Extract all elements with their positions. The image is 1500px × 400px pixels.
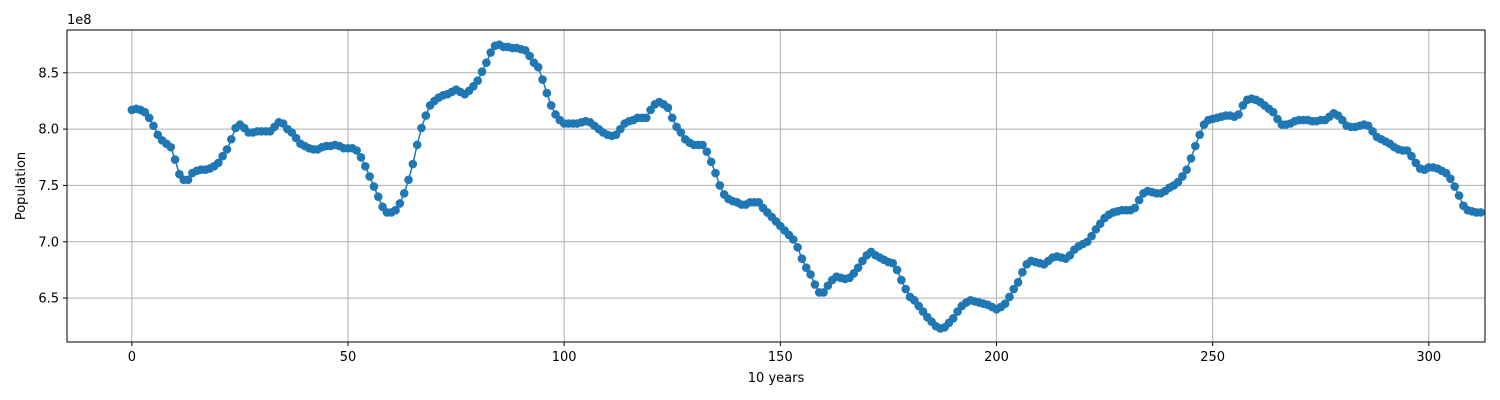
data-point xyxy=(1186,154,1196,163)
x-tick-label: 300 xyxy=(1416,350,1441,365)
x-tick-label: 250 xyxy=(1200,350,1225,365)
data-point xyxy=(801,263,811,272)
data-point xyxy=(395,199,405,208)
data-point xyxy=(702,147,712,156)
data-point xyxy=(711,168,720,178)
data-point xyxy=(892,265,902,275)
x-tick-label: 200 xyxy=(984,350,1009,365)
data-point xyxy=(706,157,716,167)
data-point xyxy=(373,192,383,201)
data-point xyxy=(1178,172,1187,181)
data-line-layer xyxy=(131,43,1481,330)
data-point xyxy=(1446,174,1455,183)
data-point xyxy=(642,113,651,123)
data-point xyxy=(1087,231,1096,241)
data-point xyxy=(421,111,431,120)
data-point xyxy=(667,113,677,123)
data-point xyxy=(1000,299,1010,309)
data-point xyxy=(365,172,374,181)
data-markers xyxy=(127,40,1485,333)
y-tick-label: 6.5 xyxy=(38,292,59,307)
y-tick-labels: 6.5 7.0 7.5 8.0 8.5 xyxy=(38,66,59,306)
data-point xyxy=(901,284,910,294)
data-point xyxy=(1407,151,1416,161)
data-point xyxy=(391,205,400,215)
data-point xyxy=(226,134,236,144)
data-point xyxy=(538,75,547,84)
x-tick-label: 0 xyxy=(128,350,136,365)
data-point xyxy=(715,181,725,190)
data-point xyxy=(1005,292,1014,302)
data-point xyxy=(166,142,176,152)
data-point xyxy=(486,48,495,57)
data-point xyxy=(810,280,820,289)
data-point xyxy=(477,67,487,76)
data-point xyxy=(399,189,409,198)
data-point xyxy=(698,140,707,150)
x-axis-label: 10 years xyxy=(748,371,805,386)
data-point xyxy=(404,175,413,185)
data-point xyxy=(412,140,422,150)
y-tick-label: 7.0 xyxy=(38,235,59,250)
data-point xyxy=(676,128,686,137)
data-point xyxy=(948,314,958,323)
data-point xyxy=(352,146,361,155)
data-point xyxy=(853,263,863,272)
data-point xyxy=(1234,110,1243,119)
data-point xyxy=(1009,284,1019,294)
data-point xyxy=(369,182,379,191)
data-point xyxy=(417,123,426,133)
data-point xyxy=(819,288,828,297)
data-point xyxy=(214,158,223,168)
data-point xyxy=(533,62,543,72)
tick-marks xyxy=(63,72,1430,346)
data-point xyxy=(1013,278,1023,287)
y-tick-label: 8.0 xyxy=(38,123,59,138)
data-point xyxy=(1268,107,1278,117)
data-point xyxy=(663,103,673,113)
series-line xyxy=(131,43,1481,330)
data-point xyxy=(525,51,534,61)
data-point xyxy=(183,175,193,185)
data-point xyxy=(1018,267,1027,277)
y-axis-label: Population xyxy=(14,152,29,220)
data-point xyxy=(546,101,556,110)
data-point xyxy=(542,88,552,98)
y-axis-offset-label: 1e8 xyxy=(67,13,92,28)
x-tick-label: 150 xyxy=(768,350,793,365)
data-point xyxy=(806,270,815,279)
data-point xyxy=(361,161,370,171)
grid-lines xyxy=(67,30,1485,342)
data-point xyxy=(222,145,232,154)
data-point xyxy=(1476,208,1485,217)
data-point xyxy=(149,121,158,131)
y-tick-label: 7.5 xyxy=(38,179,59,194)
data-point xyxy=(482,58,491,67)
data-point xyxy=(1450,182,1460,191)
data-point xyxy=(1130,203,1140,213)
data-point xyxy=(218,151,227,161)
data-point xyxy=(797,254,807,263)
data-point xyxy=(1182,165,1191,174)
plot-frame xyxy=(66,29,1486,343)
x-tick-labels: 0 50 100 150 200 250 300 xyxy=(128,350,1442,365)
x-tick-label: 50 xyxy=(340,350,357,365)
data-point xyxy=(408,159,418,169)
data-point xyxy=(1195,130,1204,140)
y-tick-label: 8.5 xyxy=(38,66,59,81)
data-point xyxy=(1191,141,1200,151)
data-point xyxy=(170,155,180,164)
data-point xyxy=(144,113,154,123)
data-point xyxy=(356,152,366,162)
x-tick-label: 100 xyxy=(552,350,577,365)
data-point xyxy=(793,243,802,252)
data-point xyxy=(788,235,798,244)
data-point xyxy=(1454,191,1464,200)
data-point xyxy=(888,258,898,268)
data-point xyxy=(897,275,906,285)
data-point xyxy=(1134,195,1144,205)
data-point xyxy=(473,76,483,85)
